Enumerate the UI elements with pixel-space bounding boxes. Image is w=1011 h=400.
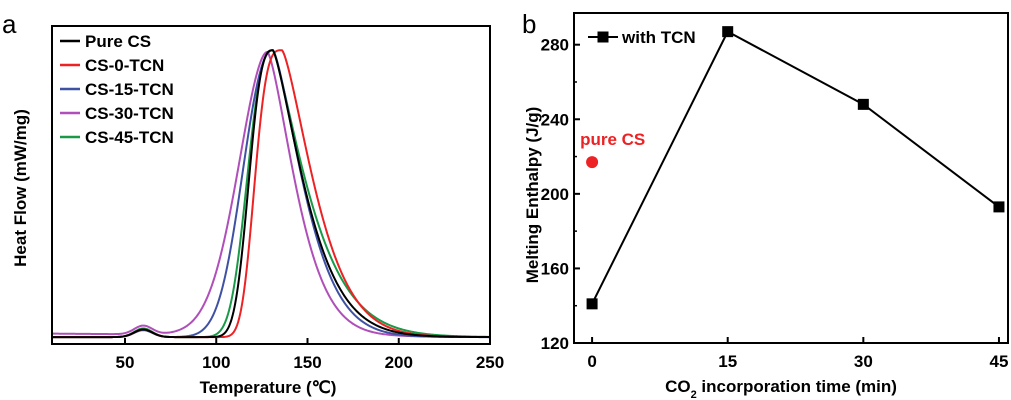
panel-b-data: pure CS: [580, 26, 1005, 310]
panel-b-x-axis-label-subscript: 2: [691, 389, 697, 400]
panel-a-x-tick-label: 250: [476, 353, 504, 372]
panel-b-legend-swatch-marker: [597, 31, 609, 43]
panel-a-y-axis-label: Heat Flow (mW/mg): [11, 109, 30, 267]
panel-b-y-axis-label: Melting Enthalpy (J/g): [523, 107, 542, 284]
panel-a-x-tick-label: 150: [293, 353, 321, 372]
panel-b-annotation-label: pure CS: [580, 130, 645, 149]
panel-a-plot-frame: [51, 25, 491, 345]
panel-a-x-tick-label: 200: [385, 353, 413, 372]
panel-a-x-axis-label: Temperature (℃): [200, 378, 337, 397]
panel-a-legend-label-pure-cs: Pure CS: [85, 32, 151, 51]
panel-b-letter: b: [522, 9, 536, 39]
panel-a-legend-label-cs-45-tcn: CS-45-TCN: [85, 128, 174, 147]
panel-b-plot-frame: [573, 12, 1009, 344]
panel-a-x-tick-label: 100: [202, 353, 230, 372]
panel-b-x-axis-label-suffix: incorporation time (min): [697, 377, 897, 396]
panel-b-y-ticks: 120 160 200 240 280: [541, 36, 580, 353]
panel-b-x-tick-label: 15: [718, 352, 737, 371]
panel-a-legend-label-cs-0-tcn: CS-0-TCN: [85, 56, 164, 75]
panel-b-y-tick-label: 280: [541, 36, 569, 55]
panel-a-curve-pure-cs: [52, 49, 490, 339]
panel-b-y-tick-label: 120: [541, 334, 569, 353]
panel-b-data-point: [586, 298, 598, 310]
panel-a-x-ticks: 50 100 150 200 250: [116, 338, 504, 372]
panel-b: b Melting Enthalpy (J/g) CO2 incorporati…: [522, 9, 1009, 400]
panel-b-data-point: [722, 26, 734, 38]
panel-a-legend-label-cs-15-tcn: CS-15-TCN: [85, 80, 174, 99]
panel-a-letter: a: [2, 9, 17, 39]
panel-b-x-ticks: 0 15 30 45: [587, 337, 1008, 371]
panel-b-legend-label-with-tcn: with TCN: [621, 28, 696, 47]
panel-b-annotation-marker: [586, 156, 599, 169]
panel-b-y-tick-label: 240: [541, 110, 569, 129]
panel-b-y-tick-label: 200: [541, 185, 569, 204]
panel-a-x-tick-label: 50: [116, 353, 135, 372]
panel-b-x-axis-label-prefix: CO: [665, 377, 691, 396]
panel-a-curves: [51, 49, 491, 339]
panel-a: a Heat Flow (mW/mg) Temperature (℃) 50 10…: [2, 9, 504, 397]
panel-b-data-point: [857, 98, 869, 110]
panel-b-y-tick-label: 160: [541, 259, 569, 278]
panel-b-data-point: [993, 201, 1005, 213]
panel-b-legend: with TCN: [588, 28, 696, 47]
panel-b-x-tick-label: 0: [587, 352, 596, 371]
panel-b-series-line-with-tcn: [591, 30, 1000, 305]
panel-b-x-axis-label: CO2 incorporation time (min): [665, 377, 897, 400]
panel-a-legend: Pure CS CS-0-TCN CS-15-TCN CS-30-TCN CS-45-T…: [60, 32, 174, 147]
panel-b-x-tick-label: 45: [989, 352, 1008, 371]
panel-b-x-tick-label: 30: [854, 352, 873, 371]
panel-a-legend-label-cs-30-tcn: CS-30-TCN: [85, 104, 174, 123]
